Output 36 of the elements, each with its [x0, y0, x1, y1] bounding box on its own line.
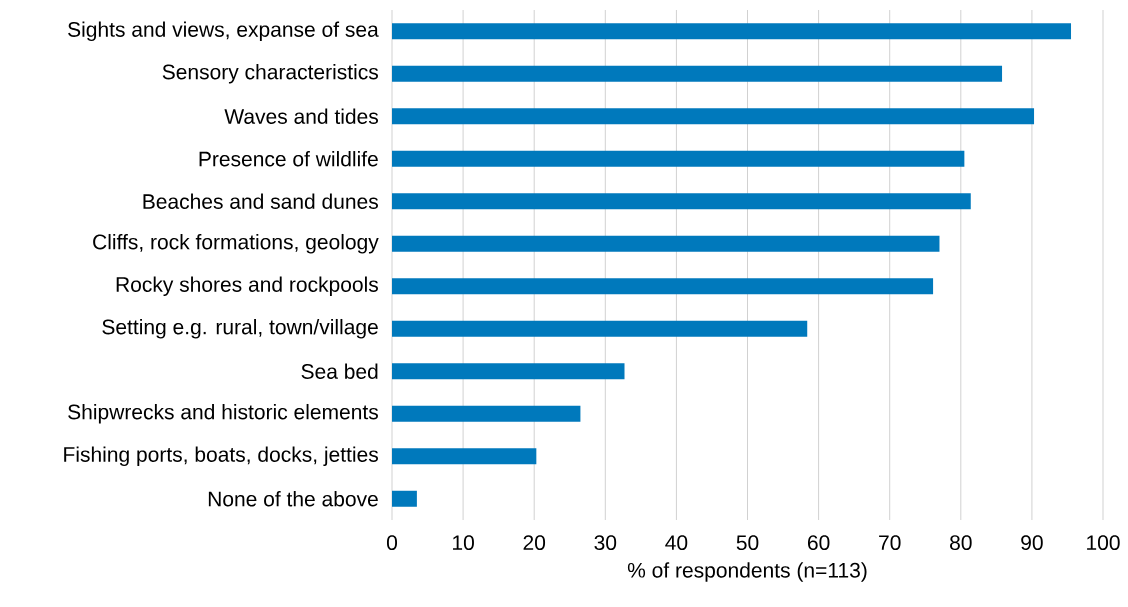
y-tick-label: Presence of wildlife [199, 151, 378, 167]
y-tick-label: Setting e.g. rural, town/village [102, 318, 378, 339]
y-tick-label: Sensory characteristics [162, 63, 378, 84]
bar [392, 23, 1072, 40]
bar [392, 363, 625, 380]
x-tick-label: 30 [594, 535, 617, 551]
bar [392, 150, 965, 167]
x-tick-label: 90 [1021, 535, 1043, 551]
bar [392, 235, 940, 252]
y-tick-label: None of the above [208, 491, 378, 507]
y-tick-label: Fishing ports, boats, docks, jetties [64, 446, 378, 467]
y-tick-label: Beaches and sand dunes [143, 193, 378, 209]
x-tick-label: 20 [523, 535, 546, 551]
y-tick-label: Sea bed [301, 363, 378, 379]
y-tick-label: Rocky shores and rockpools [116, 276, 378, 297]
x-tick-label: 40 [665, 535, 688, 551]
bar [392, 405, 581, 422]
bar [392, 448, 537, 465]
x-tick-label: 0 [386, 535, 398, 551]
x-tick-label: 100 [1087, 535, 1120, 551]
y-tick-label: Cliffs, rock formations, geology [93, 233, 379, 254]
bar [392, 320, 808, 337]
bar [392, 490, 417, 507]
x-tick-label: 80 [950, 535, 972, 551]
x-tick-label: 10 [453, 535, 474, 551]
y-tick-label: Sights and views, expanse of sea [68, 21, 379, 42]
x-tick-label: 50 [736, 535, 759, 551]
bar [392, 65, 1003, 82]
x-tick-label: 60 [807, 535, 830, 551]
bar [392, 193, 971, 210]
y-tick-label: Waves and tides [224, 108, 378, 124]
bar [392, 108, 1035, 125]
x-tick-label: 70 [879, 535, 901, 551]
x-axis-title: % of respondents (n=113) [627, 562, 867, 582]
bar [392, 278, 934, 295]
y-tick-label: Shipwrecks and historic elements [68, 403, 378, 424]
